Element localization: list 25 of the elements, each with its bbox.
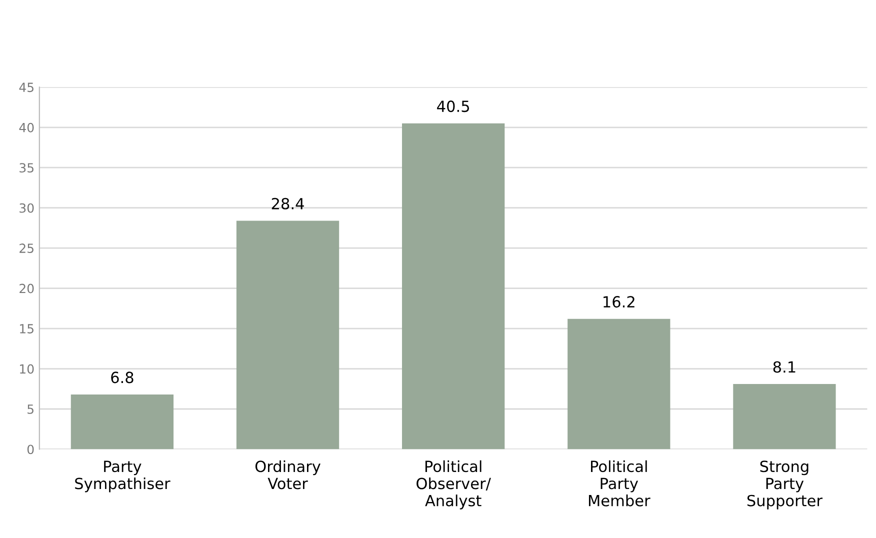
bar [733, 384, 836, 450]
data-label: 8.1 [773, 361, 796, 373]
y-tick-label: 0 [27, 444, 34, 454]
y-tick-label: 30 [20, 203, 34, 213]
y-tick-label: 40 [19, 122, 34, 132]
data-label: 28.4 [272, 198, 304, 210]
y-tick-label: 20 [20, 284, 34, 294]
y-tick-label: 15 [20, 324, 34, 334]
bar [236, 220, 340, 450]
x-tick-label: Strong Party Supporter [747, 460, 822, 510]
bar [568, 318, 670, 450]
x-tick-label: Ordinary Voter [255, 460, 320, 490]
x-tick-label: Party Sympathiser [75, 460, 170, 492]
y-tick-label: 10 [20, 364, 34, 374]
y-tick-label: 45 [19, 82, 34, 92]
y-tick-label: 25 [20, 244, 34, 254]
x-tick-label: Political Party Member [588, 460, 650, 506]
x-tick-label: Political Observer/ Analyst [416, 460, 491, 510]
y-tick-label: 35 [20, 163, 34, 173]
data-label: 6.8 [111, 372, 134, 384]
y-tick-label: 5 [28, 404, 34, 414]
data-label: 40.5 [437, 100, 470, 112]
bar [70, 394, 174, 450]
bar [402, 123, 505, 450]
data-label: 16.2 [604, 296, 634, 308]
